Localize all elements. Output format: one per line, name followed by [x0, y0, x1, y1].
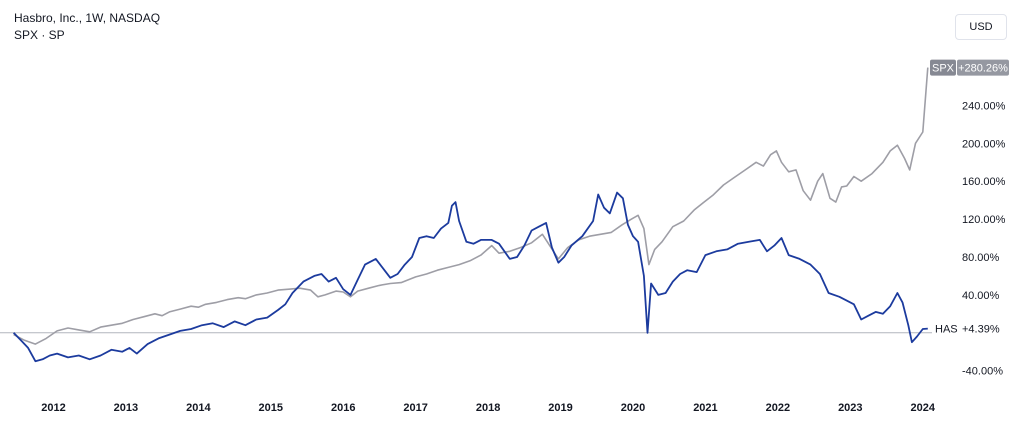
y-axis[interactable]: 240.00% 200.00% 160.00% 120.00% 80.00% 40.00%… [962, 100, 1006, 377]
x-tick-label: 2023 [838, 402, 862, 414]
legend-compare-symbol: SPX · SP [14, 28, 65, 42]
spx-value-tag-bg [957, 59, 1009, 76]
x-tick-label: 2022 [766, 402, 790, 414]
x-tick-label: 2018 [476, 402, 500, 414]
legend-symbol-title: Hasbro, Inc., 1W, NASDAQ [14, 11, 161, 25]
series-layer [12, 67, 929, 363]
y-tick-label: 240.00% [962, 100, 1006, 112]
spx-name-tag-bg [930, 59, 956, 76]
x-tick-label: 2019 [548, 402, 572, 414]
x-tick-label: 2017 [403, 402, 427, 414]
currency-button[interactable]: USD [955, 14, 1007, 40]
x-axis[interactable]: 2012 2013 2014 2015 2016 2017 2018 2019 2020 2021… [41, 402, 936, 414]
series-line-spx [13, 67, 929, 345]
series-line-has [12, 191, 928, 363]
y-tick-label: 200.00% [962, 138, 1006, 150]
spx-value-tag: +280.26% [958, 63, 1008, 75]
chart-legend: Hasbro, Inc., 1W, NASDAQ SPX · SP [14, 10, 160, 44]
x-tick-label: 2021 [693, 402, 717, 414]
y-tick-label: -40.00% [962, 366, 1003, 378]
has-name-tag: HAS [935, 324, 958, 336]
last-value-labels: SPX +280.26% HAS +4.39% [930, 59, 1009, 336]
spx-name-tag: SPX [932, 63, 955, 75]
x-tick-label: 2012 [41, 402, 65, 414]
y-tick-label: 40.00% [962, 290, 1000, 302]
x-tick-label: 2015 [259, 402, 283, 414]
has-value-tag: +4.39% [962, 324, 1000, 336]
y-tick-label: 80.00% [962, 252, 1000, 264]
x-tick-label: 2013 [114, 402, 138, 414]
y-tick-label: 120.00% [962, 214, 1006, 226]
x-tick-label: 2024 [911, 402, 936, 414]
x-tick-label: 2016 [331, 402, 355, 414]
x-tick-label: 2014 [186, 402, 211, 414]
y-tick-label: 160.00% [962, 176, 1006, 188]
x-tick-label: 2020 [621, 402, 645, 414]
